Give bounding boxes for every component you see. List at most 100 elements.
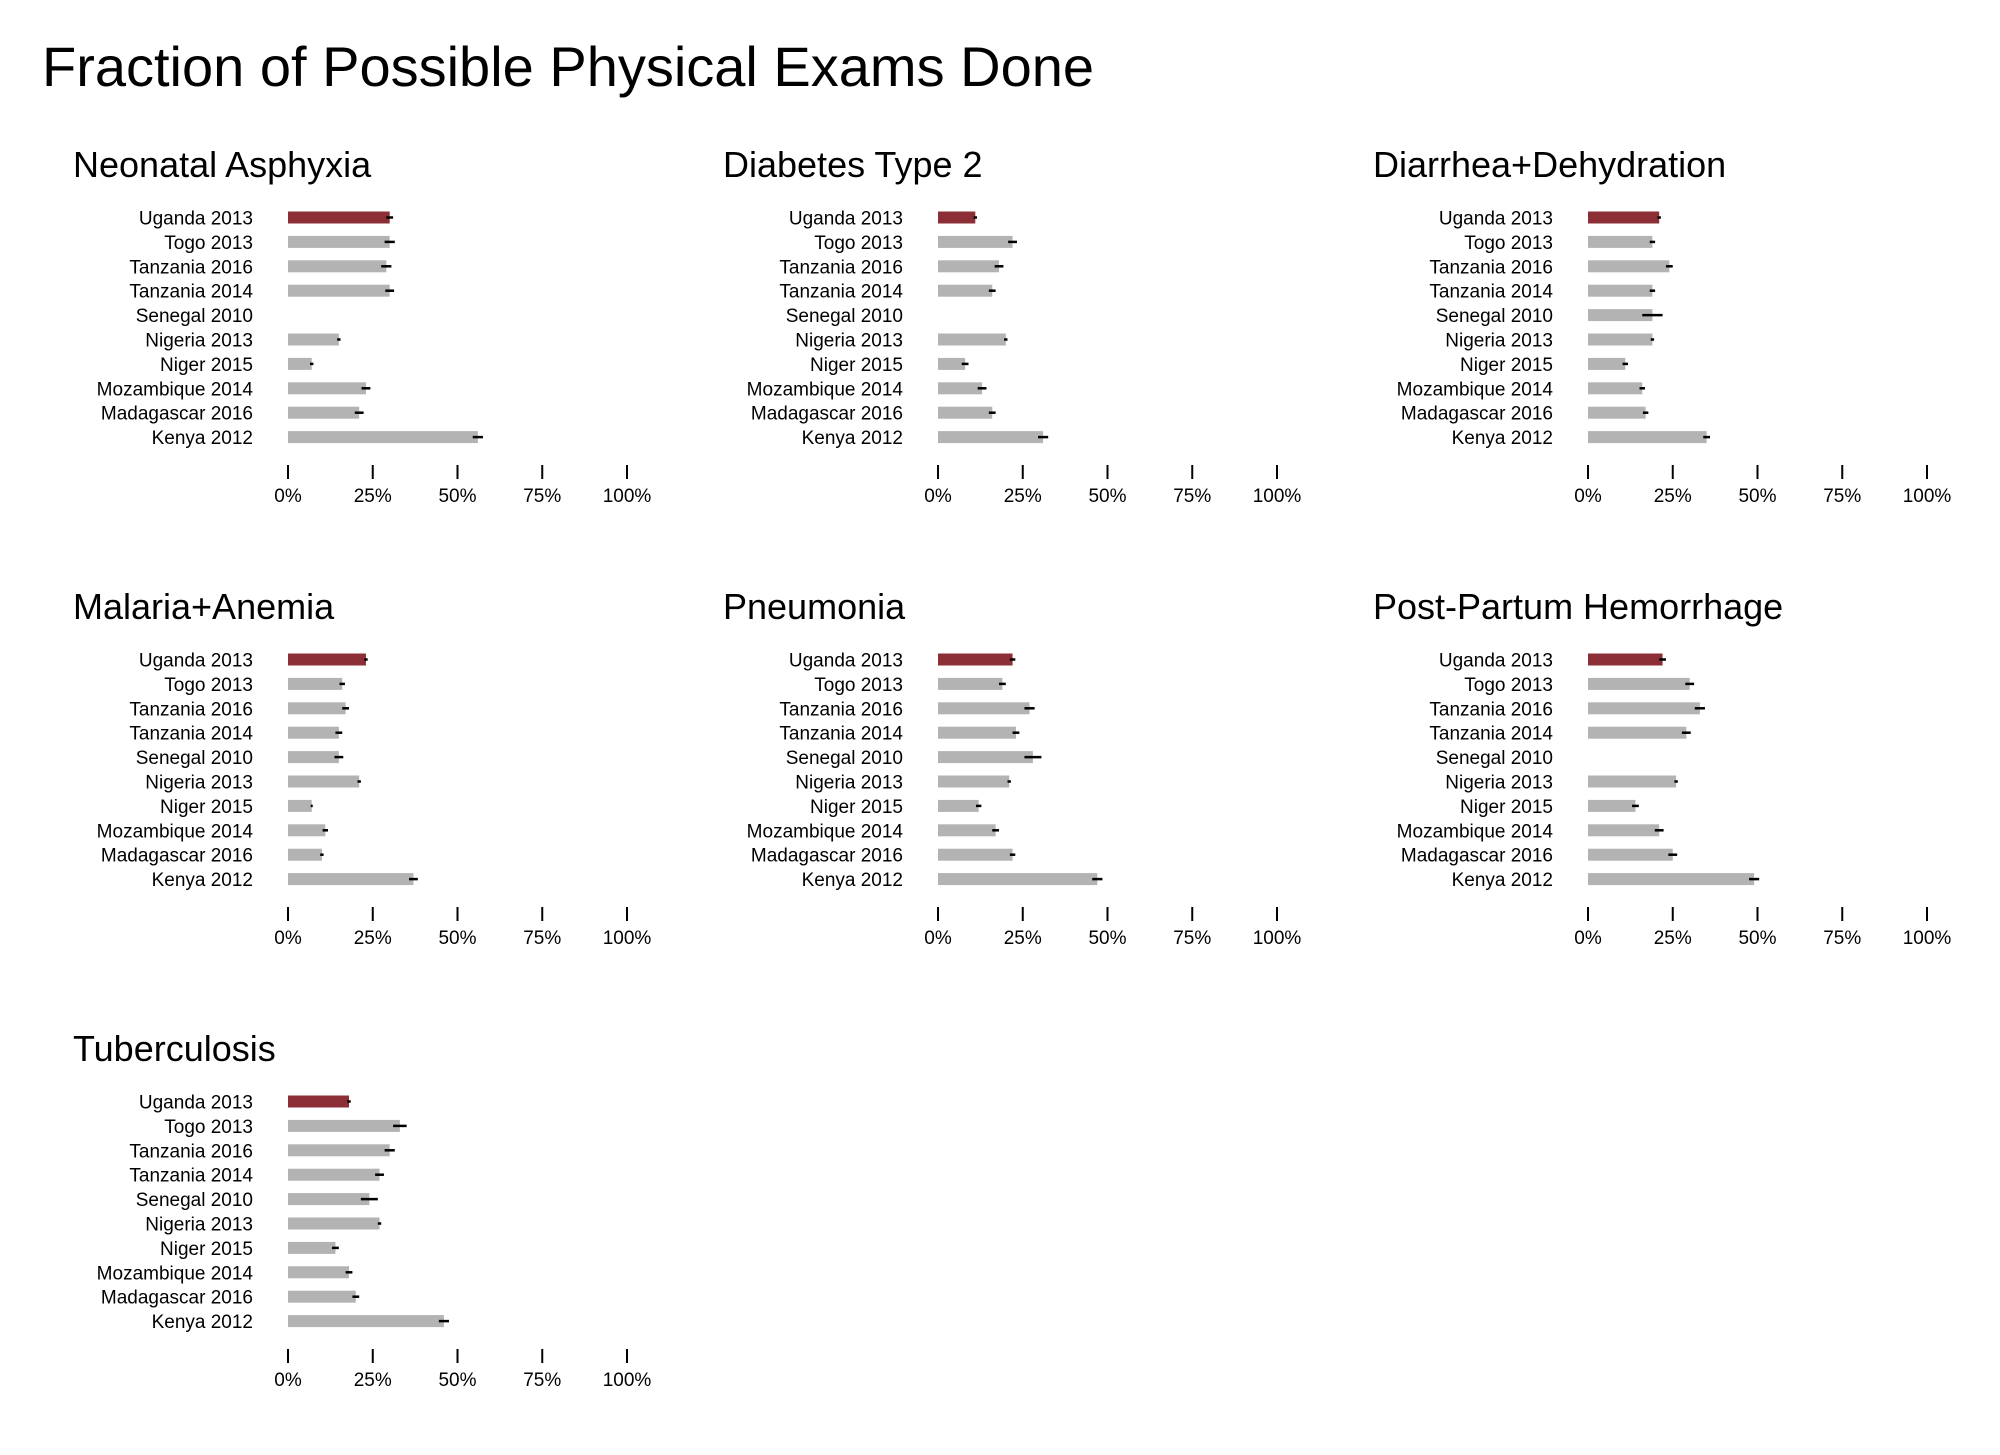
bar — [288, 1168, 380, 1181]
x-tick-label: 50% — [438, 486, 476, 507]
bar — [1588, 848, 1673, 861]
chart-title: Malaria+Anemia — [73, 586, 335, 627]
category-label: Nigeria 2013 — [795, 773, 903, 794]
x-tick-label: 0% — [274, 928, 302, 949]
x-tick-label: 25% — [1654, 928, 1692, 949]
bar — [938, 333, 1006, 346]
x-tick-label: 25% — [1004, 486, 1042, 507]
bar — [938, 235, 1013, 248]
bar — [1588, 309, 1653, 322]
bar — [288, 653, 366, 666]
x-tick-label: 50% — [1738, 928, 1776, 949]
bar — [938, 751, 1033, 764]
x-tick-label: 25% — [354, 1370, 392, 1391]
category-label: Togo 2013 — [164, 233, 253, 254]
bar — [938, 799, 979, 812]
x-tick-label: 75% — [1173, 486, 1211, 507]
bar — [1588, 799, 1636, 812]
bar — [288, 211, 390, 224]
category-label: Uganda 2013 — [139, 1093, 253, 1114]
category-label: Togo 2013 — [814, 233, 903, 254]
chart-panel-pneumonia: Pneumonia Uganda 2013 Togo 2013 Tanzania 20… — [723, 586, 1301, 949]
bar — [1588, 677, 1690, 690]
category-label: Madagascar 2016 — [101, 846, 253, 867]
category-label: Tanzania 2014 — [779, 724, 903, 745]
bar — [1588, 260, 1670, 273]
x-tick-label: 0% — [1574, 928, 1602, 949]
x-tick-label: 75% — [1173, 928, 1211, 949]
category-label: Tanzania 2016 — [779, 257, 903, 278]
category-label: Mozambique 2014 — [747, 379, 904, 400]
bar — [938, 357, 966, 370]
category-label: Kenya 2012 — [152, 1312, 253, 1333]
chart-panel-post-partum-hemorrhage: Post-Partum Hemorrhage Uganda 2013 Togo 20… — [1373, 586, 1951, 949]
bar — [938, 775, 1010, 788]
bar — [1588, 284, 1653, 297]
chart-title: Tuberculosis — [73, 1028, 276, 1069]
category-label: Senegal 2010 — [136, 306, 253, 327]
bar — [1588, 726, 1687, 739]
bar — [288, 799, 312, 812]
category-label: Kenya 2012 — [152, 870, 253, 891]
category-label: Tanzania 2016 — [779, 699, 903, 720]
chart-panel-neonatal-asphyxia: Neonatal Asphyxia Uganda 2013 Togo 2013 Tan… — [73, 144, 651, 507]
bar — [288, 1241, 336, 1254]
x-tick-label: 50% — [1088, 486, 1126, 507]
bar — [288, 333, 339, 346]
chart-panel-diarrhea-dehydration: Diarrhea+Dehydration Uganda 2013 Togo 2013… — [1373, 144, 1951, 507]
x-tick-label: 0% — [924, 928, 952, 949]
bar — [288, 1119, 400, 1132]
category-label: Niger 2015 — [160, 797, 253, 818]
category-label: Kenya 2012 — [802, 428, 903, 449]
category-label: Tanzania 2014 — [129, 724, 253, 745]
bar — [938, 726, 1016, 739]
x-tick-label: 50% — [1738, 486, 1776, 507]
bar — [938, 677, 1003, 690]
bar — [288, 260, 387, 273]
bar — [288, 726, 339, 739]
category-label: Niger 2015 — [810, 355, 903, 376]
category-label: Tanzania 2016 — [1429, 257, 1553, 278]
category-label: Kenya 2012 — [1452, 428, 1553, 449]
bar — [288, 702, 346, 715]
category-label: Nigeria 2013 — [145, 773, 253, 794]
bar — [938, 848, 1013, 861]
category-label: Niger 2015 — [160, 1239, 253, 1260]
category-label: Senegal 2010 — [786, 306, 903, 327]
category-label: Madagascar 2016 — [1401, 404, 1553, 425]
category-label: Madagascar 2016 — [751, 846, 903, 867]
bar — [938, 211, 976, 224]
x-tick-label: 100% — [1253, 486, 1302, 507]
category-label: Togo 2013 — [814, 675, 903, 696]
bar — [288, 1193, 370, 1206]
x-tick-label: 75% — [523, 1370, 561, 1391]
x-tick-label: 100% — [1903, 486, 1952, 507]
x-tick-label: 25% — [1004, 928, 1042, 949]
bar — [938, 260, 1000, 273]
category-label: Kenya 2012 — [802, 870, 903, 891]
category-label: Tanzania 2016 — [129, 699, 253, 720]
bar — [938, 702, 1030, 715]
x-tick-label: 0% — [924, 486, 952, 507]
bar — [288, 284, 390, 297]
category-label: Mozambique 2014 — [1397, 821, 1554, 842]
x-tick-label: 25% — [1654, 486, 1692, 507]
bar — [288, 1095, 350, 1108]
x-tick-label: 0% — [274, 1370, 302, 1391]
chart-title: Neonatal Asphyxia — [73, 144, 372, 185]
category-label: Nigeria 2013 — [1445, 331, 1553, 352]
category-label: Madagascar 2016 — [101, 1288, 253, 1309]
category-label: Tanzania 2016 — [129, 257, 253, 278]
x-tick-label: 100% — [1903, 928, 1952, 949]
bar — [288, 1290, 356, 1303]
category-label: Senegal 2010 — [786, 748, 903, 769]
bar — [938, 406, 993, 419]
bar — [938, 824, 996, 837]
category-label: Uganda 2013 — [139, 651, 253, 672]
chart-panel-tuberculosis: Tuberculosis Uganda 2013 Togo 2013 Tanzania… — [73, 1028, 651, 1391]
category-label: Mozambique 2014 — [747, 821, 904, 842]
x-tick-label: 100% — [603, 928, 652, 949]
bar — [1588, 357, 1626, 370]
bar — [288, 235, 390, 248]
